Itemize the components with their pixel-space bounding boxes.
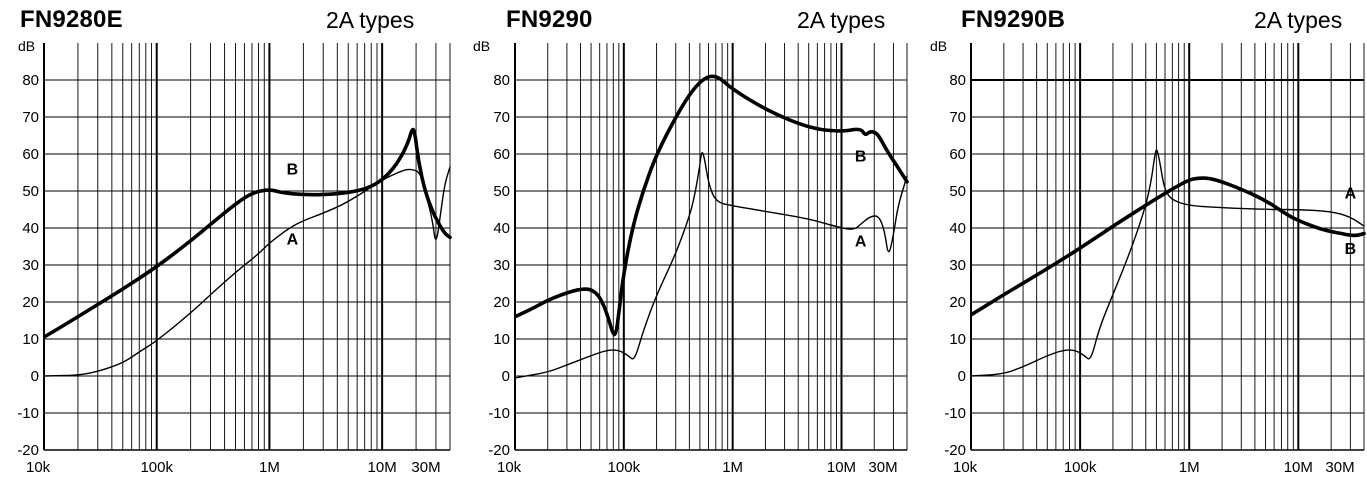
y-tick-label: 40	[493, 220, 510, 237]
x-tick-label: 1M	[722, 459, 743, 476]
chart-title: FN9280E	[20, 6, 123, 33]
chart-subtitle: 2A types	[797, 7, 886, 33]
series-line-b	[515, 74, 909, 337]
grid	[970, 43, 1365, 451]
chart-plot-fn9290b: -20 -10 0 10 20 30 40 50 60 70 80 10k 100k 1M 10M 30M A B	[944, 43, 1366, 476]
y-tick-label: 30	[949, 257, 966, 274]
x-tick-label: 100k	[1064, 459, 1097, 476]
series-annotation-a: A	[1345, 185, 1357, 202]
chart-panel-fn9290b: FN9290B 2A types dB -20 -10 0 10 20 30 40 50 60 7…	[914, 0, 1367, 480]
chart-panel-fn9280e: FN9280E 2A types dB -20 -10 0 10 20 30 40 50 60 7…	[0, 0, 455, 480]
y-tick-label: 40	[22, 220, 39, 237]
y-axis-unit-label: dB	[930, 38, 948, 54]
y-tick-label: 80	[493, 72, 510, 89]
y-tick-label: 0	[502, 368, 510, 385]
grid	[514, 43, 908, 451]
x-tick-label: 30M	[868, 459, 897, 476]
y-tick-label: 60	[949, 146, 966, 163]
x-tick-label: 10M	[827, 459, 856, 476]
x-tick-label: 1M	[1179, 459, 1200, 476]
y-tick-label: 0	[31, 368, 39, 385]
x-tick-label: 10k	[26, 459, 51, 476]
y-tick-label: 70	[949, 109, 966, 126]
x-tick-label: 30M	[1325, 459, 1354, 476]
chart-title: FN9290	[506, 6, 593, 33]
x-tick-label: 10M	[1284, 459, 1313, 476]
y-tick-label: 20	[22, 294, 39, 311]
x-tick-label: 100k	[608, 459, 641, 476]
chart-plot-fn9290: -20 -10 0 10 20 30 40 50 60 70 80 10k 100k 1M 10M 30M B A	[488, 43, 909, 476]
chart-subtitle: 2A types	[326, 7, 415, 33]
series-line-a	[44, 166, 451, 377]
y-tick-label: 60	[493, 146, 510, 163]
grid	[43, 43, 451, 451]
chart-panel-fn9290: FN9290 2A types dB -20 -10 0 10 20 30 40 50 60 70…	[457, 0, 912, 480]
series-line-a	[515, 152, 908, 379]
series-annotation-b: B	[287, 161, 299, 178]
y-tick-label: 30	[493, 257, 510, 274]
x-tick-label: 10k	[497, 459, 522, 476]
y-tick-label: 10	[949, 331, 966, 348]
chart-title: FN9290B	[961, 6, 1066, 33]
x-tick-label: 10M	[368, 459, 397, 476]
y-tick-label: 80	[22, 72, 39, 89]
y-tick-label: -20	[944, 442, 966, 459]
y-tick-label: 70	[22, 109, 39, 126]
series-line-a	[971, 149, 1365, 377]
y-tick-label: -20	[17, 442, 39, 459]
y-tick-label: 80	[949, 72, 966, 89]
y-axis-unit-label: dB	[473, 38, 491, 54]
series-line-b	[971, 176, 1366, 317]
y-tick-label: 50	[949, 183, 966, 200]
y-tick-label: 20	[949, 294, 966, 311]
chart-subtitle: 2A types	[1254, 7, 1343, 33]
y-tick-label: -10	[17, 405, 39, 422]
x-tick-label: 100k	[140, 459, 173, 476]
y-tick-label: 30	[22, 257, 39, 274]
x-tick-label: 1M	[259, 459, 280, 476]
y-tick-label: 0	[958, 368, 966, 385]
x-tick-labels: 10k 100k 1M 10M 30M	[26, 459, 441, 476]
series-line-b	[44, 127, 452, 339]
x-tick-labels: 10k 100k 1M 10M 30M	[497, 459, 898, 476]
y-tick-label: 50	[493, 183, 510, 200]
y-tick-label: 10	[22, 331, 39, 348]
y-tick-label: 60	[22, 146, 39, 163]
y-tick-label: 50	[22, 183, 39, 200]
chart-plot-fn9280e: -20 -10 0 10 20 30 40 50 60 70 80 10k 100k 1M 10M 30M B A	[17, 43, 452, 476]
y-axis-unit-label: dB	[18, 38, 36, 54]
x-tick-label: 10k	[953, 459, 978, 476]
y-tick-label: 40	[949, 220, 966, 237]
y-tick-label: -20	[488, 442, 510, 459]
y-tick-label: 20	[493, 294, 510, 311]
series-annotation-b: B	[855, 148, 867, 165]
series-annotation-a: A	[855, 234, 867, 251]
x-tick-label: 30M	[411, 459, 440, 476]
series-annotation-b: B	[1345, 241, 1357, 258]
x-tick-labels: 10k 100k 1M 10M 30M	[953, 459, 1355, 476]
series-annotation-a: A	[287, 232, 299, 249]
y-tick-label: -10	[488, 405, 510, 422]
y-tick-label: 70	[493, 109, 510, 126]
y-tick-label: -10	[944, 405, 966, 422]
y-tick-label: 10	[493, 331, 510, 348]
